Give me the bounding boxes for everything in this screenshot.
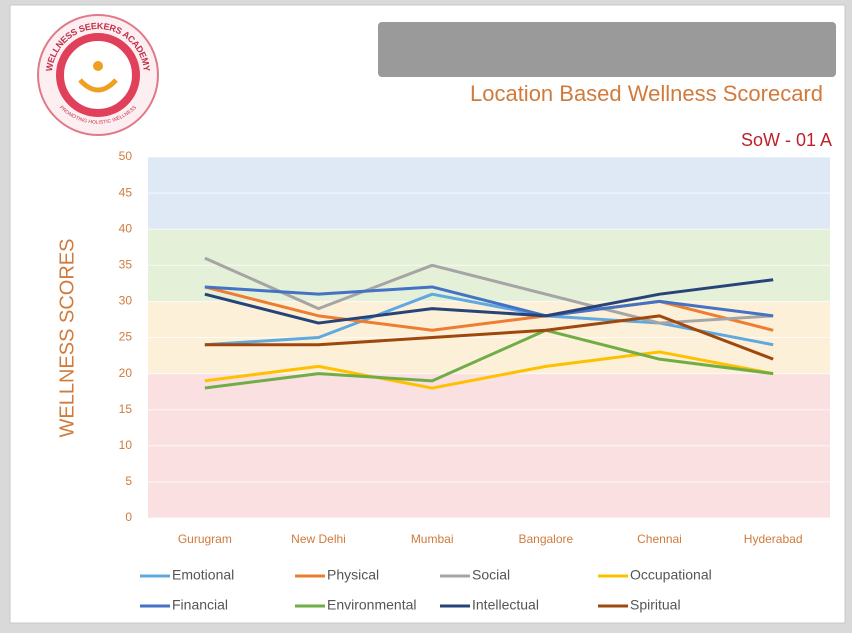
chart-subtitle: SoW - 01 A [741, 130, 832, 150]
y-tick-label: 45 [119, 185, 133, 199]
series-line [204, 278, 774, 325]
logo-mark [78, 78, 118, 93]
series-line [204, 285, 774, 332]
legend-label: Social [472, 567, 510, 583]
series-line [204, 292, 774, 347]
y-tick-label: 30 [119, 294, 133, 308]
y-tick-label: 5 [125, 474, 132, 488]
y-tick-label: 40 [119, 221, 133, 235]
series-line [204, 285, 774, 318]
legend-label: Environmental [327, 597, 417, 613]
x-tick-label: New Delhi [291, 532, 346, 546]
y-tick-label: 15 [119, 402, 133, 416]
legend-label: Financial [172, 597, 228, 613]
y-axis-label: WELLNESS SCORES [56, 239, 78, 438]
series-line [204, 328, 774, 390]
legend-label: Emotional [172, 567, 234, 583]
x-tick-label: Chennai [637, 532, 682, 546]
x-tick-label: Hyderabad [744, 532, 803, 546]
logo-dot [93, 61, 103, 71]
logo-center [56, 33, 140, 117]
legend-label: Physical [327, 567, 379, 583]
plot: 0 5 10 15 20 25 30 35 40 45 50 Gurugram New Delhi Mum… [119, 149, 830, 613]
series-line [204, 314, 774, 361]
legend-label: Intellectual [472, 597, 539, 613]
legend-label: Occupational [630, 567, 712, 583]
x-tick-label: Mumbai [411, 532, 454, 546]
chart-title: Location Based Wellness Scorecard [470, 81, 823, 106]
logo: WELLNESS SEEKERS ACADEMY PROMOTING HOLIS… [37, 14, 159, 136]
x-tick-label: Bangalore [518, 532, 573, 546]
x-tick-label: Gurugram [178, 532, 232, 546]
y-tick-label: 0 [125, 510, 132, 524]
y-tick-label: 10 [119, 438, 133, 452]
series-line [204, 350, 774, 390]
redacted-box [378, 22, 836, 77]
legend-label: Spiritual [630, 597, 681, 613]
y-tick-label: 50 [119, 149, 133, 163]
y-tick-label: 35 [119, 257, 133, 271]
y-tick-label: 20 [119, 366, 133, 380]
y-tick-label: 25 [119, 330, 133, 344]
